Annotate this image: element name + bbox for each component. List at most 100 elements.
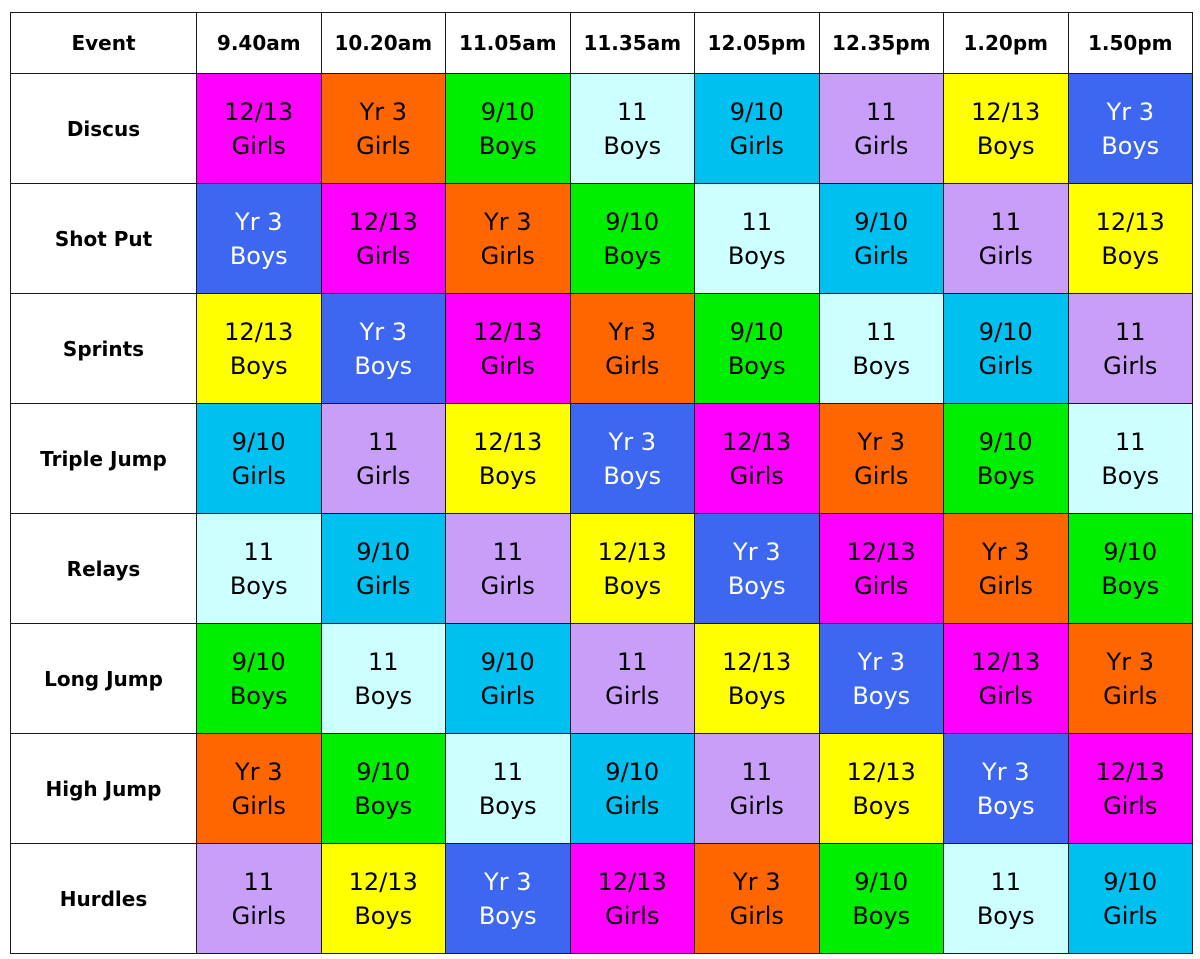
cell-gender: Girls — [605, 681, 660, 710]
cell-gender: Boys — [852, 791, 911, 820]
schedule-cell: 11 Girls — [569, 623, 695, 734]
cell-gender: Girls — [605, 351, 660, 380]
schedule-cell: 11 Girls — [694, 733, 820, 844]
cell-gender: Boys — [229, 351, 288, 380]
schedule-cell: 11 Girls — [818, 73, 944, 184]
cell-gender: Girls — [231, 461, 286, 490]
cell-gender: Girls — [729, 791, 784, 820]
schedule-cell: 9/10 Girls — [196, 403, 322, 514]
event-name: Shot Put — [10, 183, 197, 294]
cell-gender: Boys — [478, 461, 537, 490]
schedule-cell: 12/13 Boys — [445, 403, 571, 514]
cell-gender: Boys — [852, 351, 911, 380]
event-name: Long Jump — [10, 623, 197, 734]
time-header: 10.20am — [320, 12, 446, 74]
time-header: 11.35am — [569, 12, 695, 74]
cell-gender: Boys — [976, 131, 1035, 160]
cell-year-group: 11 — [616, 647, 648, 676]
cell-year-group: 12/13 — [722, 647, 792, 676]
schedule-cell: 12/13 Boys — [196, 293, 322, 404]
cell-gender: Girls — [231, 791, 286, 820]
schedule-cell: 11 Girls — [1067, 293, 1193, 404]
event-row: Shot Put Yr 3 Boys 12/13 Girls Yr 3 Girls 9/10 B… — [10, 183, 1193, 294]
schedule-cell: 11 Girls — [445, 513, 571, 624]
cell-gender: Boys — [354, 351, 413, 380]
schedule-cell: 11 Boys — [445, 733, 571, 844]
schedule-cell: 9/10 Girls — [569, 733, 695, 844]
time-header: 9.40am — [196, 12, 322, 74]
cell-year-group: 11 — [990, 867, 1022, 896]
event-column-header: Event — [10, 12, 197, 74]
cell-year-group: 11 — [367, 647, 399, 676]
schedule-cell: 11 Girls — [196, 843, 322, 954]
schedule-cell: 11 Boys — [196, 513, 322, 624]
schedule-cell: Yr 3 Girls — [569, 293, 695, 404]
cell-year-group: 9/10 — [978, 427, 1033, 456]
cell-year-group: 11 — [1114, 317, 1146, 346]
cell-gender: Girls — [605, 901, 660, 930]
cell-gender: Boys — [478, 131, 537, 160]
cell-year-group: 11 — [741, 757, 773, 786]
schedule-cell: 12/13 Girls — [818, 513, 944, 624]
event-name: Discus — [10, 73, 197, 184]
cell-year-group: 11 — [616, 97, 648, 126]
cell-gender: Boys — [354, 901, 413, 930]
event-name: Hurdles — [10, 843, 197, 954]
schedule-cell: 12/13 Girls — [569, 843, 695, 954]
cell-gender: Girls — [1103, 681, 1158, 710]
schedule-cell: 12/13 Boys — [1067, 183, 1193, 294]
event-name: Relays — [10, 513, 197, 624]
cell-gender: Boys — [976, 461, 1035, 490]
schedule-cell: 9/10 Girls — [445, 623, 571, 734]
schedule-cell: 12/13 Girls — [1067, 733, 1193, 844]
cell-year-group: Yr 3 — [1106, 97, 1154, 126]
schedule-cell: 9/10 Boys — [818, 843, 944, 954]
cell-year-group: 12/13 — [597, 537, 667, 566]
cell-gender: Boys — [603, 461, 662, 490]
schedule-cell: 12/13 Boys — [818, 733, 944, 844]
event-row: High Jump Yr 3 Girls 9/10 Boys 11 Boys 9/10 Girl… — [10, 733, 1193, 844]
schedule-cell: Yr 3 Boys — [694, 513, 820, 624]
schedule-cell: Yr 3 Boys — [1067, 73, 1193, 184]
cell-gender: Boys — [976, 901, 1035, 930]
schedule-cell: 11 Girls — [320, 403, 446, 514]
cell-gender: Girls — [1103, 901, 1158, 930]
schedule-cell: 12/13 Girls — [694, 403, 820, 514]
cell-gender: Boys — [727, 351, 786, 380]
cell-year-group: 11 — [990, 207, 1022, 236]
cell-year-group: 12/13 — [348, 867, 418, 896]
cell-year-group: Yr 3 — [484, 207, 532, 236]
cell-gender: Boys — [478, 901, 537, 930]
schedule-cell: 9/10 Boys — [943, 403, 1069, 514]
cell-year-group: 12/13 — [473, 427, 543, 456]
cell-gender: Boys — [1101, 461, 1160, 490]
cell-gender: Girls — [231, 131, 286, 160]
cell-gender: Boys — [976, 791, 1035, 820]
cell-year-group: 12/13 — [224, 317, 294, 346]
cell-year-group: Yr 3 — [857, 427, 905, 456]
schedule-cell: 9/10 Boys — [320, 733, 446, 844]
cell-year-group: 11 — [243, 537, 275, 566]
cell-year-group: 9/10 — [605, 757, 660, 786]
schedule-cell: 9/10 Boys — [694, 293, 820, 404]
cell-gender: Girls — [978, 681, 1033, 710]
time-header: 12.35pm — [818, 12, 944, 74]
cell-gender: Boys — [354, 791, 413, 820]
cell-year-group: 9/10 — [356, 537, 411, 566]
cell-year-group: 11 — [1114, 427, 1146, 456]
schedule-cell: 12/13 Girls — [943, 623, 1069, 734]
schedule-cell: 12/13 Girls — [196, 73, 322, 184]
event-row: Sprints 12/13 Boys Yr 3 Boys 12/13 Girls Yr 3 Gi… — [10, 293, 1193, 404]
cell-gender: Boys — [229, 681, 288, 710]
cell-year-group: 9/10 — [356, 757, 411, 786]
cell-year-group: 9/10 — [854, 207, 909, 236]
cell-gender: Boys — [727, 571, 786, 600]
time-header: 1.20pm — [943, 12, 1069, 74]
schedule-cell: Yr 3 Girls — [818, 403, 944, 514]
schedule-cell: Yr 3 Girls — [196, 733, 322, 844]
event-name: Triple Jump — [10, 403, 197, 514]
schedule-cell: 11 Girls — [943, 183, 1069, 294]
cell-gender: Boys — [852, 681, 911, 710]
cell-gender: Boys — [603, 571, 662, 600]
schedule-cell: 11 Boys — [694, 183, 820, 294]
